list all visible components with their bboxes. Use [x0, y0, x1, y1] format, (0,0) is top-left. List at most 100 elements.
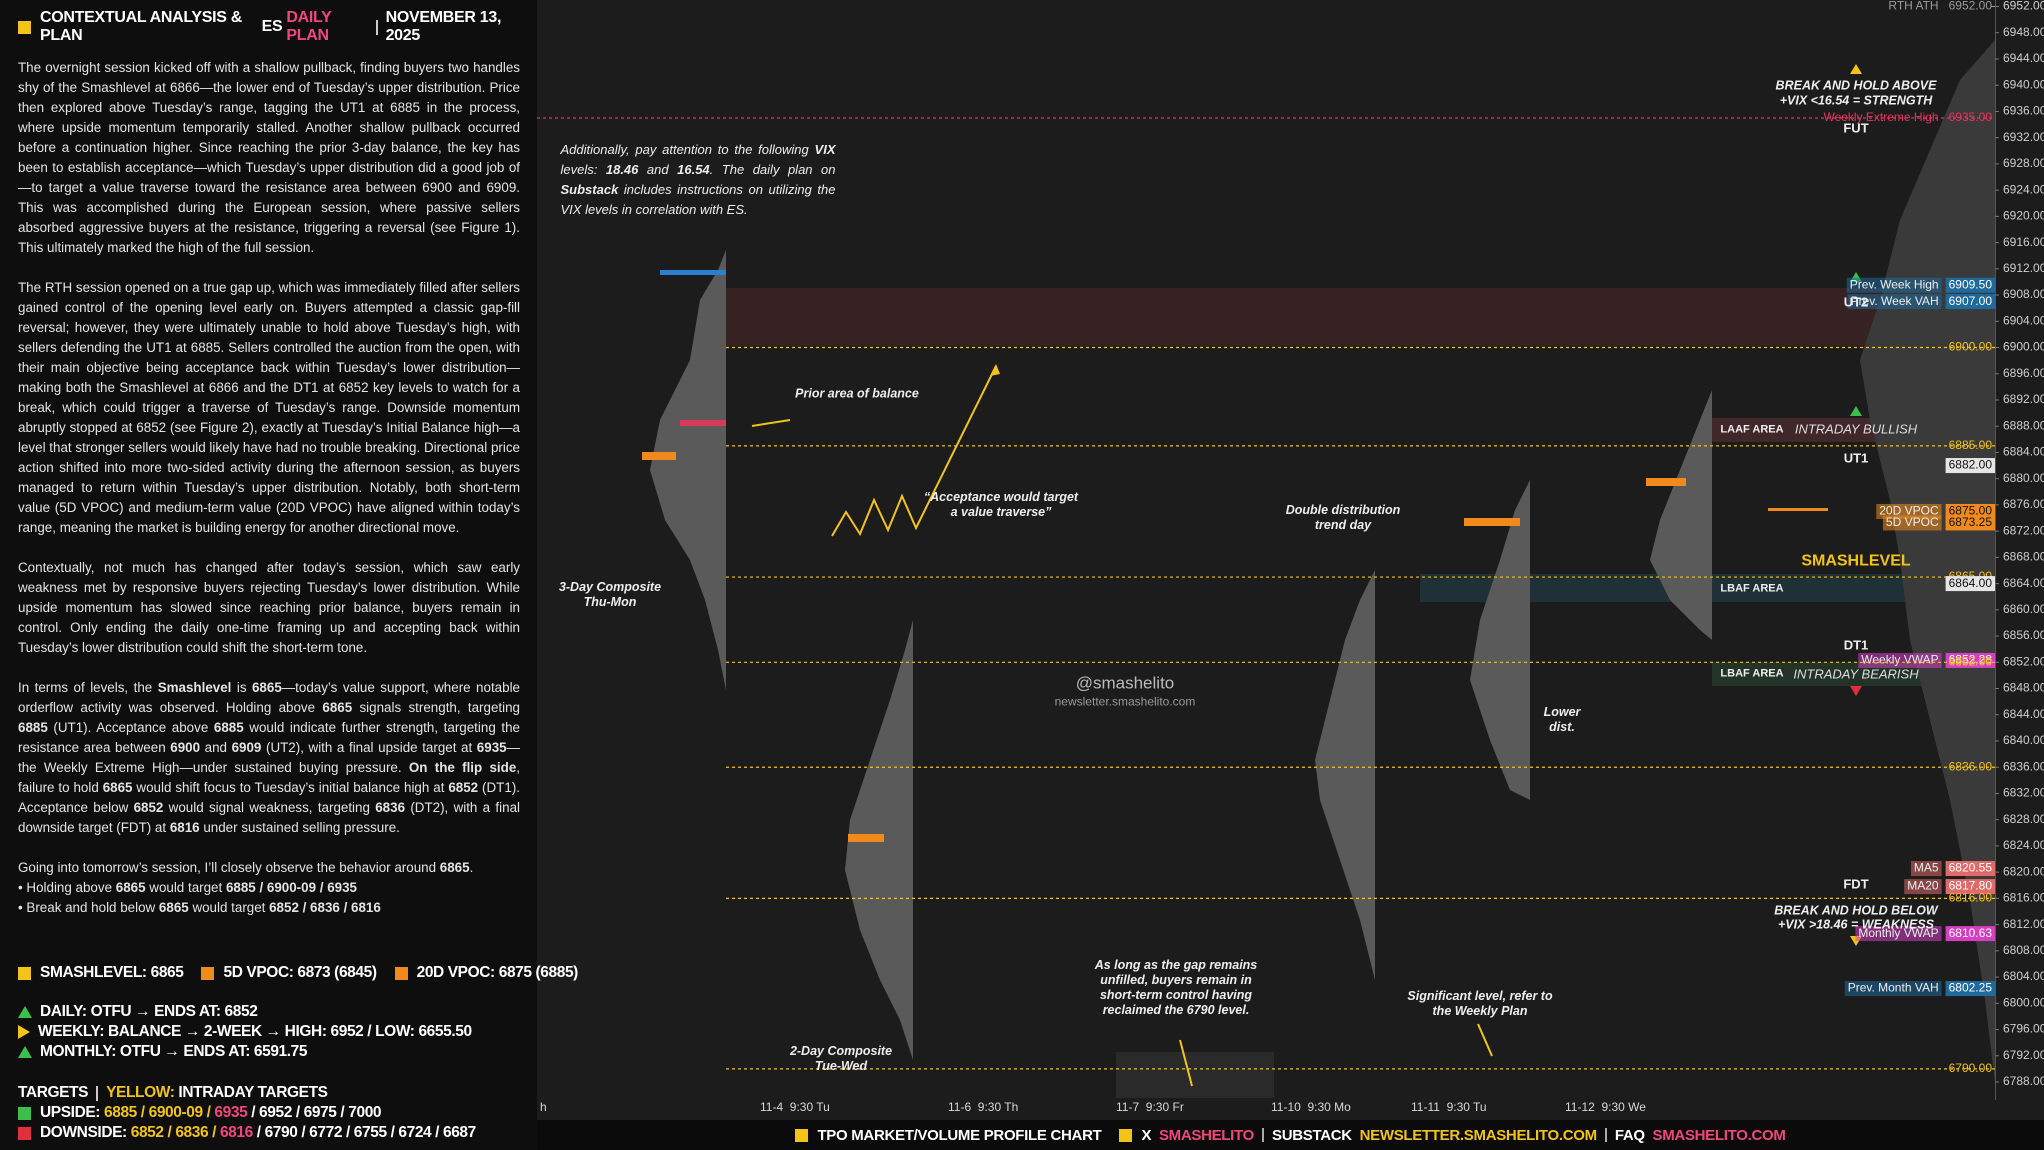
- level-value-box: [1945, 981, 1995, 997]
- arrow: [751, 419, 791, 427]
- bold-run: 6816: [169, 820, 200, 835]
- icon: [18, 1006, 32, 1018]
- icon: [18, 1126, 31, 1140]
- label: DOWNSIDE:: [40, 1124, 127, 1141]
- panel-title: CONTEXTUAL ANALYSIS & PLAN: [40, 9, 243, 44]
- y-tick-label: 6820.00: [2003, 864, 2044, 878]
- text-run: and: [200, 740, 232, 755]
- level-name-box: [1882, 515, 1942, 531]
- level-value-label: 6909.50: [1949, 277, 1993, 291]
- level-value-label: 6873.25: [1949, 515, 1993, 529]
- arrow-head: [990, 364, 1000, 376]
- y-tick-label: 6928.00: [2003, 156, 2044, 170]
- y-tick-label: 6948.00: [2003, 25, 2044, 39]
- x-tick-label: 11-7 9:30 Fr: [1116, 1100, 1184, 1114]
- level-value-box: [1945, 861, 1995, 877]
- y-tick-label: 6804.00: [2003, 969, 2044, 983]
- y-tick-label: 6920.00: [2003, 209, 2044, 223]
- separator: [1262, 1128, 1265, 1142]
- y-tick-label: 6896.00: [2003, 366, 2044, 380]
- level-name: Monthly VWAP: [1858, 926, 1938, 940]
- level-value-box: [1945, 879, 1995, 895]
- y-tick-label: 6812.00: [2003, 917, 2044, 931]
- level-name: 5D VPOC: [1886, 515, 1939, 529]
- level-value-label: 6820.55: [1949, 861, 1993, 875]
- level-name: RTH ATH: [1888, 0, 1938, 13]
- icon: [795, 1128, 809, 1142]
- analysis-panel: CONTEXTUAL ANALYSIS & PLAN ES DAILY PLAN…: [0, 0, 578, 1150]
- footer-text: TPO MARKET/VOLUME PROFILE CHART: [817, 1126, 1102, 1144]
- icon: [18, 20, 31, 34]
- link[interactable]: SMASHELITO: [1158, 1126, 1255, 1144]
- level-value-box: [1945, 926, 1995, 942]
- separator: [375, 19, 378, 35]
- text-run: is: [231, 680, 252, 695]
- poc-bar: [642, 452, 676, 460]
- targets: / 6952 / 6975 / 7000: [251, 1104, 382, 1121]
- level-value-label: 6900.00: [1949, 340, 1993, 354]
- y-tick-label: 6888.00: [2003, 418, 2044, 432]
- downside-targets: DOWNSIDE: 6852 / 6836 / 6816 / 6790 / 67…: [18, 1124, 476, 1142]
- bold-run: 6935: [476, 740, 507, 755]
- stat: MONTHLY: OTFU → ENDS AT: 6591.75: [40, 1043, 308, 1060]
- paragraph: Going into tomorrow’s session, I’ll clos…: [18, 858, 520, 878]
- level-name-box: [1876, 503, 1942, 519]
- text-run: would target: [145, 880, 226, 895]
- paragraph: The overnight session kicked off with a …: [18, 60, 520, 255]
- level-value-label: 6885.00: [1949, 438, 1993, 452]
- link[interactable]: SMASHELITO.COM: [1652, 1126, 1786, 1144]
- icon: [1119, 1128, 1133, 1142]
- x-tick-label: 11-11 9:30 Tu: [1411, 1100, 1487, 1114]
- x-tick-label: 11-6 9:30 Th: [948, 1100, 1018, 1114]
- y-tick-label: 6868.00: [2003, 550, 2044, 564]
- x-tick-label: h: [540, 1100, 547, 1114]
- text-run: would indicate further strength, targeti…: [18, 720, 520, 755]
- bold-run: 6900: [170, 740, 201, 755]
- level-name: Prev. Week VAH: [1851, 294, 1939, 308]
- x-tick-label: 11-12 9:30 We: [1565, 1100, 1646, 1114]
- footer-bar: TPO MARKET/VOLUME PROFILE CHART X SMASHE…: [537, 1120, 2044, 1150]
- paragraph: • Holding above 6865 would target 6885 /…: [18, 878, 520, 898]
- y-tick-label: 6796.00: [2003, 1022, 2044, 1036]
- text-run: Going into tomorrow’s session, I’ll clos…: [18, 860, 440, 875]
- y-tick-label: 6828.00: [2003, 812, 2044, 826]
- y-tick-label: 6884.00: [2003, 445, 2044, 459]
- level-value-box: [1945, 576, 1995, 592]
- y-tick-label: 6900.00: [2003, 340, 2044, 354]
- level-name: Weekly VWAP: [1861, 653, 1938, 667]
- label: INTRADAY TARGETS: [178, 1084, 328, 1101]
- y-tick-label: 6892.00: [2003, 392, 2044, 406]
- bold-run: 6885 / 6900-09 / 6935: [225, 880, 357, 895]
- arrow: [1179, 1039, 1193, 1087]
- level-value-label: 6875.00: [1949, 504, 1993, 518]
- ticker: ES: [261, 18, 283, 35]
- text-run: under sustained selling pressure.: [199, 820, 400, 835]
- date: NOVEMBER 13, 2025: [385, 9, 502, 44]
- bold-run: 6852: [448, 780, 479, 795]
- level-value-label: 6810.63: [1949, 926, 1993, 940]
- paragraph: • Break and hold below 6865 would target…: [18, 898, 520, 918]
- level-value-label: 6864.00: [1949, 576, 1993, 590]
- text-run: —today’s value support, where notable or…: [18, 680, 520, 715]
- y-tick-label: 6916.00: [2003, 235, 2044, 249]
- x-tick-label: 11-10 9:30 Mo: [1271, 1100, 1351, 1114]
- x-tick-label: 11-4 9:30 Tu: [760, 1100, 830, 1114]
- level-value-label: 6882.00: [1949, 458, 1993, 472]
- targets: / 6790 / 6772 / 6755 / 6724 / 6687: [256, 1124, 477, 1141]
- paragraph: The RTH session opened on a true gap up,…: [18, 280, 520, 535]
- text-run: —the Weekly Extreme High—under sustained…: [18, 740, 520, 775]
- stat: 20D VPOC: 6875 (6885): [416, 964, 579, 981]
- link[interactable]: NEWSLETTER.SMASHELITO.COM: [1359, 1126, 1598, 1144]
- level-name: Prev. Month VAH: [1848, 981, 1939, 995]
- text-run: signals strength, targeting: [352, 700, 520, 715]
- y-tick-label: 6788.00: [2003, 1074, 2044, 1088]
- bold-run: On the flip side: [408, 760, 517, 775]
- text-run: (UT1). Acceptance above: [47, 720, 214, 735]
- text-run: (DT1). Acceptance below: [18, 780, 520, 815]
- footer-text: FAQ: [1614, 1126, 1645, 1144]
- arrow: [1477, 1023, 1493, 1057]
- bold-run: 6852: [133, 800, 164, 815]
- plan-name: DAILY PLAN: [286, 9, 332, 44]
- y-tick-label: 6840.00: [2003, 733, 2044, 747]
